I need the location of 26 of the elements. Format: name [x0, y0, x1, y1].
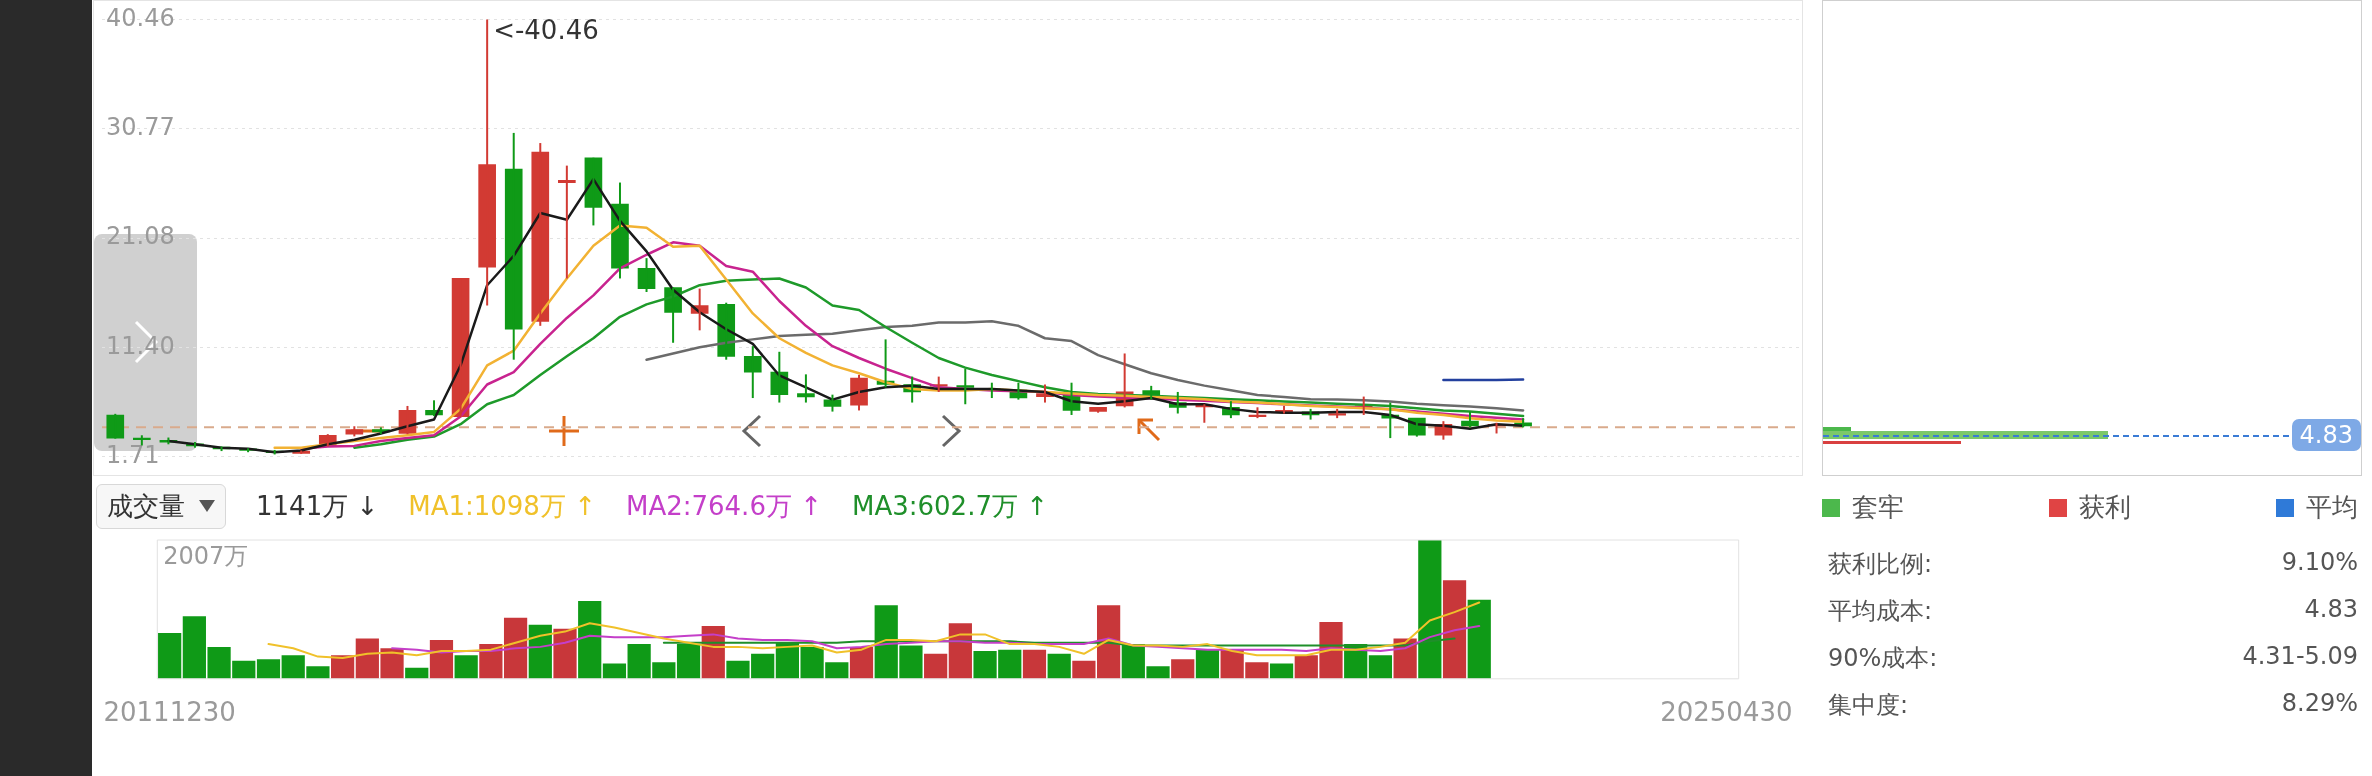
- legend-label: 平均: [2306, 491, 2358, 524]
- text: MA1:1098万 ↑: [408, 489, 596, 523]
- legend-label: 获利: [2079, 491, 2131, 524]
- y-tick-label: 30.77: [106, 112, 175, 141]
- text: 1141万 ↓: [256, 489, 379, 523]
- y-tick-label: 1.71: [106, 440, 160, 469]
- x-tick-label: 20250430: [1660, 697, 1793, 728]
- text: 集中度:: [1828, 690, 1909, 721]
- text: 9.10%: [2281, 548, 2358, 578]
- annotation: <-40.46: [493, 15, 599, 46]
- chart-title: 成交量: [107, 489, 185, 523]
- text: 8.29%: [2281, 689, 2358, 719]
- text: 平均成本:: [1828, 596, 1933, 627]
- text: 4.31-5.09: [2242, 642, 2358, 672]
- text: 获利比例:: [1828, 549, 1933, 580]
- text: MA3:602.7万 ↑: [851, 489, 1048, 523]
- x-tick-label: 20111230: [103, 697, 236, 728]
- annotation: 2007万: [163, 542, 249, 571]
- y-tick-label: 40.46: [106, 3, 175, 32]
- text: MA2:764.6万 ↑: [625, 489, 822, 523]
- text: 4.83: [2304, 595, 2358, 625]
- text: 4.83: [2291, 419, 2361, 451]
- text: 90%成本:: [1828, 643, 1938, 674]
- y-tick-label: 11.40: [106, 331, 175, 360]
- legend-label: 套牢: [1852, 491, 1904, 524]
- y-tick-label: 21.08: [106, 222, 175, 251]
